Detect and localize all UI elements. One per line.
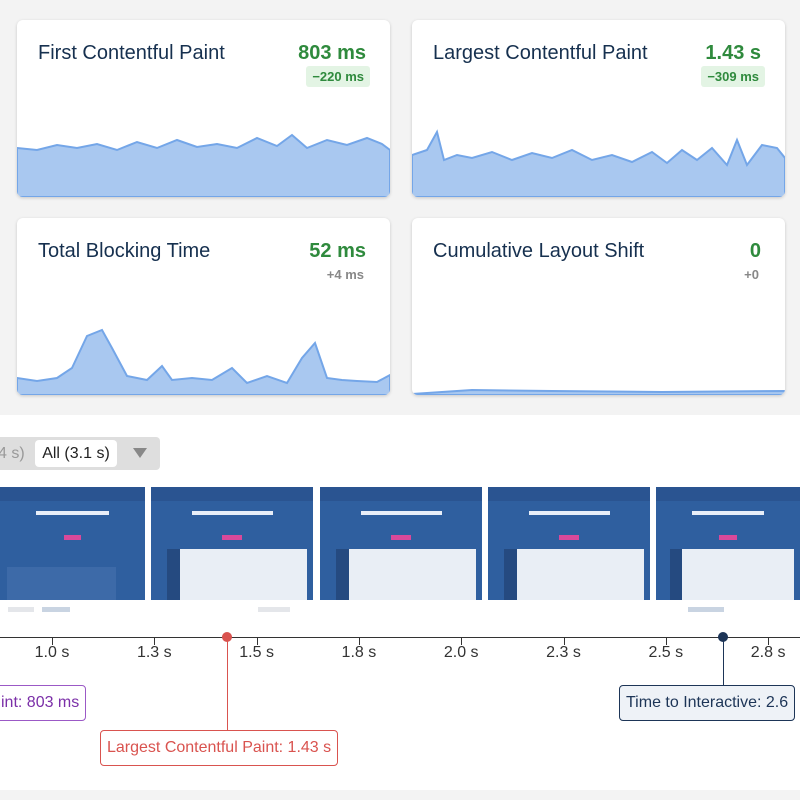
tick-mark: [256, 637, 258, 645]
marker-label[interactable]: int: 803 ms: [0, 685, 87, 721]
metric-delta: +0: [744, 267, 759, 282]
marker-dot: [222, 632, 232, 642]
marker-label[interactable]: Largest Contentful Paint: 1.43 s: [100, 730, 339, 766]
screenshot[interactable]: [488, 487, 650, 600]
dropdown-arrow: [133, 448, 147, 458]
sparkline: [17, 133, 390, 197]
marker-label[interactable]: Time to Interactive: 2.6: [619, 685, 796, 721]
frame-bar: [258, 607, 290, 612]
tick-label: 2.5 s: [648, 644, 684, 661]
tick-label: 1.3 s: [136, 644, 172, 661]
metric-card[interactable]: Largest Contentful Paint 1.43 s −309 ms: [412, 20, 785, 197]
frame-bar: [8, 607, 34, 612]
metric-title: Total Blocking Time: [38, 240, 211, 262]
marker-dot: [718, 632, 728, 642]
tick-label: 2.3 s: [546, 644, 581, 661]
option[interactable]: 4 s): [0, 445, 25, 462]
sparkline: [412, 388, 785, 395]
metric-delta: +4 ms: [326, 267, 364, 282]
screenshot[interactable]: [0, 487, 145, 600]
dropdown[interactable]: 4 s) All (3.1 s): [0, 437, 160, 470]
frame-bar: [688, 607, 724, 612]
screenshot[interactable]: [320, 487, 482, 600]
metric-delta: −220 ms: [306, 66, 370, 87]
selected-option[interactable]: All (3.1 s): [35, 440, 117, 467]
marker-line: [723, 637, 724, 686]
metric-delta: −309 ms: [701, 66, 765, 87]
metric-value: 1.43 s: [705, 42, 761, 64]
tick-mark: [665, 637, 667, 645]
tick-label: 2.8 s: [750, 644, 786, 661]
sparkline: [412, 129, 785, 197]
screenshot[interactable]: [656, 487, 800, 600]
frame-bar: [42, 607, 70, 612]
tick-label: 1.8 s: [341, 644, 377, 661]
tick-mark: [52, 637, 53, 645]
tick-label: 1.5 s: [239, 644, 274, 661]
tick-mark: [461, 637, 463, 645]
metric-card[interactable]: Cumulative Layout Shift 0 +0: [412, 218, 785, 395]
tick-mark: [358, 637, 360, 645]
tick-mark: [154, 637, 156, 645]
tick-label: 1.0 s: [34, 644, 70, 661]
metric-title: Largest Contentful Paint: [433, 42, 648, 64]
metric-card[interactable]: First Contentful Paint 803 ms −220 ms: [17, 20, 390, 197]
metric-title: First Contentful Paint: [38, 42, 225, 64]
tick-label: 2.0 s: [443, 644, 479, 661]
sparkline: [17, 328, 390, 395]
timeline-axis: [0, 637, 800, 638]
metric-card[interactable]: Total Blocking Time 52 ms +4 ms: [17, 218, 390, 395]
marker-line: [227, 637, 228, 732]
tick-mark: [563, 637, 565, 645]
metric-title: Cumulative Layout Shift: [433, 240, 645, 262]
metric-value: 803 ms: [298, 42, 366, 64]
metric-value: 52 ms: [309, 240, 366, 262]
screenshot[interactable]: [151, 487, 313, 600]
tick-mark: [768, 637, 770, 645]
metric-value: 0: [749, 240, 761, 262]
filmstrip-section: [0, 415, 800, 790]
